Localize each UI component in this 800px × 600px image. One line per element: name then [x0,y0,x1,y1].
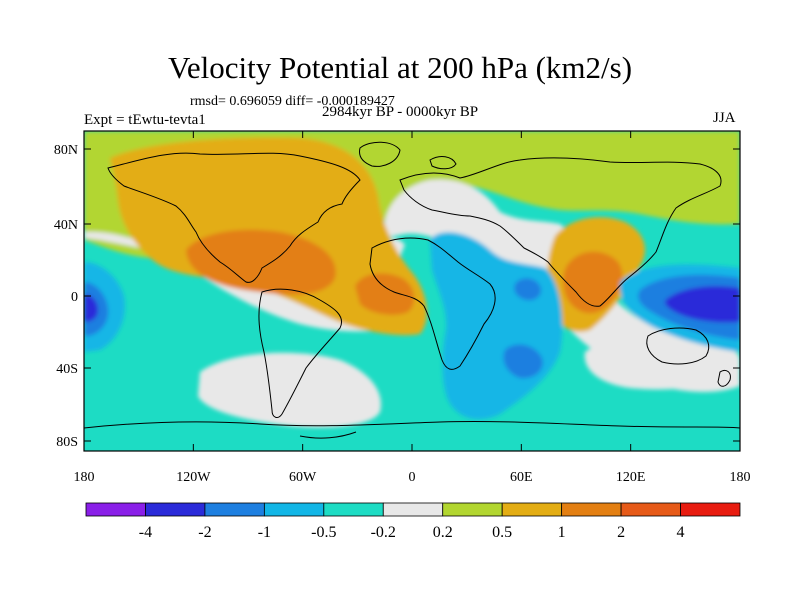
plot-title: Velocity Potential at 200 hPa (km2/s) [167,50,633,85]
lat-axis: 80N 40N 0 40S 80S [54,143,740,450]
colorbar-swatch [323,502,384,517]
colorbar-label: -2 [198,524,211,541]
colorbar-swatch [145,502,206,517]
colorbar-swatch [620,502,681,517]
lon-tick-label: 60W [289,470,317,485]
lon-tick-label: 120E [616,470,646,485]
lat-tick-label: 80S [56,435,78,450]
colorbar-label: -4 [139,524,152,541]
colorbar-swatch [442,502,503,517]
lon-tick-label: 120W [176,470,211,485]
colorbar-label: 0.5 [492,524,512,541]
colorbar-swatch [263,502,325,517]
colorbar: -4 -2 -1 -0.5 -0.2 0.2 0.5 1 2 4 [85,502,741,541]
colorbar-label: -1 [258,524,271,541]
experiment-label: Expt = tEwtu-tevta1 [84,112,206,128]
period-label: 2984kyr BP - 0000kyr BP [322,104,479,120]
coastlines [84,141,740,439]
lat-tick-label: 40S [56,362,78,377]
colorbar-label: 1 [558,524,566,541]
lat-tick-label: 40N [54,218,78,233]
lon-tick-label: 180 [74,470,95,485]
colorbar-label: 4 [677,524,685,541]
lon-tick-label: 0 [409,470,416,485]
lon-tick-label: 60E [510,470,533,485]
colorbar-swatch [680,502,741,517]
velocity-potential-field [84,131,740,451]
colorbar-label: -0.2 [371,524,396,541]
lat-tick-label: 80N [54,143,78,158]
lat-tick-label: 0 [71,290,78,305]
colorbar-label: 2 [617,524,625,541]
lon-tick-label: 180 [730,470,751,485]
colorbar-swatch [85,502,146,517]
colorbar-swatch [561,502,622,517]
season-label: JJA [713,110,736,126]
colorbar-swatch [204,502,265,517]
colorbar-label: -0.5 [311,524,336,541]
colorbar-swatch [501,502,563,517]
stats-line: rmsd= 0.696059 diff= -0.000189427 [190,94,395,109]
colorbar-label: 0.2 [433,524,453,541]
lon-axis: 180 120W 60W 0 60E 120E 180 [74,131,751,485]
colorbar-swatch [382,502,444,517]
